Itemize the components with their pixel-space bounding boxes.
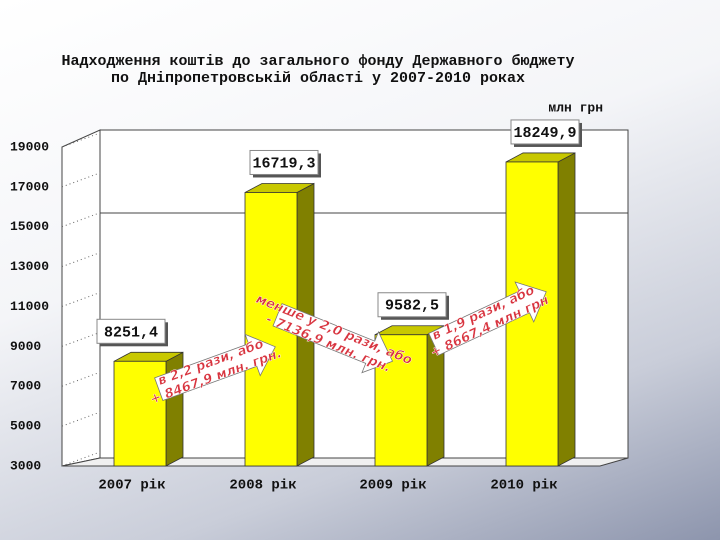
chart-title: Надходження коштів до загального фонду Д… xyxy=(61,53,574,70)
tick-line xyxy=(61,451,101,467)
y-tick-label: 11000 xyxy=(10,299,49,314)
data-label: 8251,4 xyxy=(104,324,158,341)
data-label: 18249,9 xyxy=(513,125,576,142)
y-tick-label: 9000 xyxy=(10,339,41,354)
y-tick-label: 19000 xyxy=(10,139,49,154)
y-tick-label: 17000 xyxy=(10,179,49,194)
y-tick-label: 3000 xyxy=(10,458,41,473)
unit-label: млн грн xyxy=(548,100,603,115)
tick-line xyxy=(61,411,101,427)
chart-title: по Дніпропетровській області у 2007-2010… xyxy=(111,70,525,87)
label-box xyxy=(249,149,319,175)
x-tick-label: 2010 рік xyxy=(490,478,557,494)
tick-line xyxy=(61,252,101,268)
y-tick-label: 5000 xyxy=(10,419,41,434)
tick-line xyxy=(61,172,101,188)
y-tick-label: 7000 xyxy=(10,379,41,394)
tick-line xyxy=(61,371,101,387)
bar-side xyxy=(557,152,576,467)
tick-line xyxy=(61,292,101,307)
label-box xyxy=(377,292,447,318)
annotation-arrow xyxy=(428,281,547,356)
annotation-arrow xyxy=(272,303,394,374)
data-label: 16719,3 xyxy=(252,155,315,172)
label-box xyxy=(96,318,166,344)
y-tick-label: 13000 xyxy=(10,259,49,274)
x-tick-label: 2009 рік xyxy=(359,478,426,494)
y-tick-label: 15000 xyxy=(10,219,49,234)
x-tick-label: 2008 рік xyxy=(229,478,296,494)
tick-line xyxy=(61,132,101,148)
tick-line xyxy=(61,212,101,228)
x-tick-label: 2007 рік xyxy=(98,478,165,494)
tick-line xyxy=(61,331,101,347)
label-box xyxy=(510,119,580,145)
data-label: 9582,5 xyxy=(385,298,439,315)
annotation-arrow xyxy=(154,333,276,401)
